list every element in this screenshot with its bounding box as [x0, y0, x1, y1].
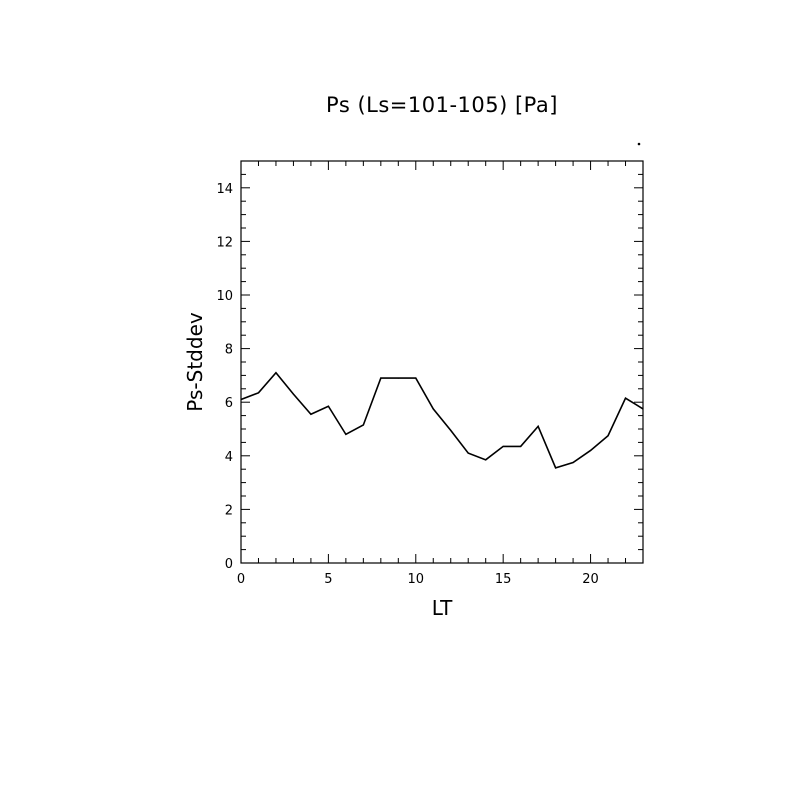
- data-point: [520, 445, 522, 448]
- data-point: [450, 429, 452, 431]
- axis-ticks: [240, 160, 644, 564]
- x-tick-label: 15: [495, 572, 512, 587]
- y-tick-label: 0: [225, 557, 233, 572]
- data-point: [362, 424, 364, 426]
- y-tick-label: 6: [225, 396, 233, 411]
- data-point: [397, 377, 399, 379]
- y-axis-title: Ps-Stddev: [183, 312, 207, 412]
- series-layer: [240, 371, 644, 469]
- y-tick-label: 10: [216, 289, 233, 304]
- x-tick-label: 0: [237, 572, 245, 587]
- data-point: [292, 393, 295, 395]
- x-tick-label: 5: [324, 572, 332, 587]
- data-point: [327, 405, 329, 407]
- y-tick-label: 8: [225, 343, 233, 358]
- corner-dot: [637, 142, 641, 146]
- y-tick-label: 4: [225, 450, 233, 465]
- data-point: [502, 445, 504, 448]
- y-tick-label: 2: [225, 503, 233, 518]
- x-tick-label: 10: [408, 572, 425, 587]
- data-point: [485, 459, 487, 461]
- data-point: [624, 397, 627, 399]
- data-point: [415, 377, 417, 379]
- x-axis-tick-labels: 0 5 10 15 20: [237, 572, 599, 587]
- data-point: [257, 392, 260, 394]
- y-tick-label: 14: [216, 182, 233, 197]
- x-axis-title: LT: [432, 596, 453, 620]
- chart-title: Ps (Ls=101-105) [Pa]: [326, 93, 558, 117]
- data-point: [572, 461, 574, 464]
- data-point: [537, 425, 539, 427]
- data-point: [555, 467, 557, 469]
- y-tick-label: 12: [216, 235, 233, 250]
- data-point: [240, 398, 242, 401]
- data-point: [345, 433, 347, 435]
- data-point: [589, 449, 592, 452]
- x-tick-label: 20: [582, 572, 599, 587]
- data-point: [380, 377, 382, 379]
- plot-frame: [240, 160, 644, 564]
- data-point: [467, 452, 469, 454]
- series-line: [240, 371, 644, 469]
- data-point: [432, 408, 434, 410]
- data-point: [275, 372, 277, 374]
- y-axis-tick-labels: 0 2 4 6 8 10 12 14: [216, 182, 233, 572]
- data-point: [310, 413, 312, 415]
- data-point: [642, 408, 644, 410]
- data-point: [607, 435, 609, 437]
